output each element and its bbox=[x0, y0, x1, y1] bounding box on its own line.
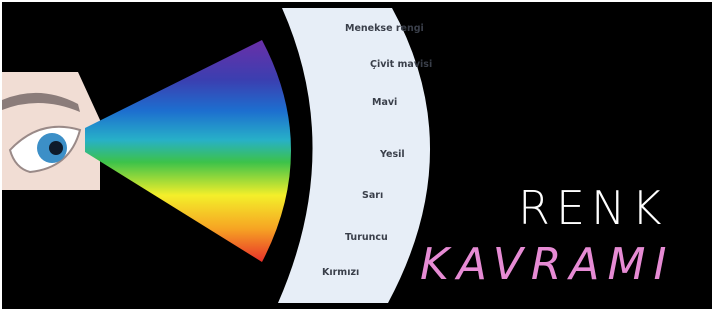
title: RENK bbox=[518, 181, 668, 235]
spectrum-label: Sarı bbox=[362, 190, 383, 201]
spectrum-label: Yesil bbox=[379, 149, 405, 160]
page: RENK KAVRAMI Menekse rengi Çivit mavisi Ma… bbox=[0, 0, 714, 311]
spectrum-label: Menekse rengi bbox=[345, 23, 424, 34]
banner: RENK KAVRAMI Menekse rengi Çivit mavisi Ma… bbox=[0, 0, 714, 311]
subtitle: KAVRAMI bbox=[420, 239, 674, 290]
spectrum-label: Turuncu bbox=[345, 232, 388, 243]
pupil bbox=[49, 141, 63, 155]
spectrum-label: Kırmızı bbox=[322, 267, 359, 278]
spectrum-label: Çivit mavisi bbox=[370, 59, 432, 70]
spectrum-label: Mavi bbox=[372, 97, 397, 108]
